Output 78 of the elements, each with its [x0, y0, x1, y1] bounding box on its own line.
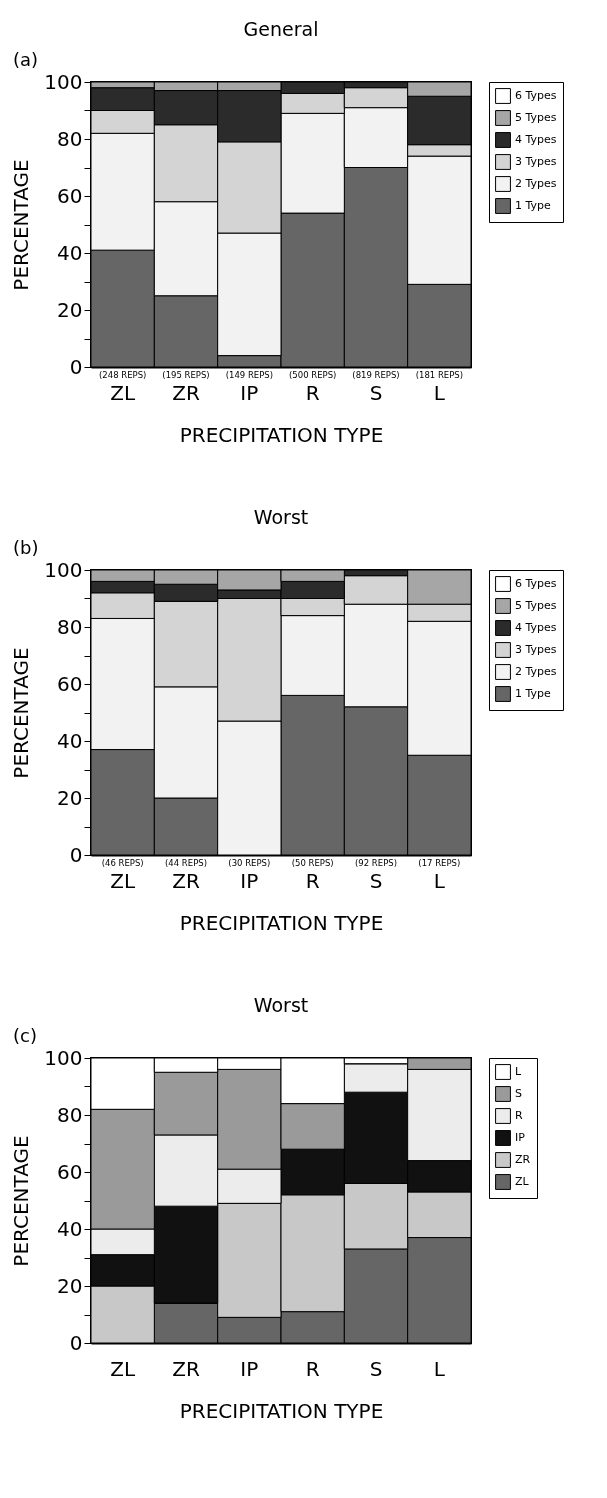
legend-label: S: [515, 1087, 522, 1100]
text: (a): [13, 49, 39, 70]
y-tick-label: 20: [57, 785, 83, 810]
annotation: (92 REPS): [355, 858, 397, 868]
y-tick-label: 0: [69, 1330, 83, 1355]
y-tick-label: 0: [69, 842, 83, 867]
y-tick-label: 100: [44, 557, 83, 582]
y-tick-label: 40: [57, 728, 83, 753]
x-tick-label: L: [433, 868, 446, 893]
x-tick-label: R: [305, 868, 320, 893]
x-axis-title: PRECIPITATION TYPE: [179, 422, 384, 447]
x-tick-label: L: [433, 380, 446, 405]
legend-label: 6 Types: [515, 89, 557, 102]
y-tick-label: 80: [57, 126, 83, 151]
y-tick-label: 40: [57, 1216, 83, 1241]
y-tick-label: 40: [57, 240, 83, 265]
legend-label: 6 Types: [515, 577, 557, 590]
x-tick-label: IP: [240, 380, 259, 405]
y-tick-label: 20: [57, 297, 83, 322]
annotation: (181 REPS): [415, 370, 464, 380]
legend-label: ZL: [515, 1175, 530, 1188]
legend-label: 4 Types: [515, 133, 557, 146]
y-tick-label: 0: [69, 354, 83, 379]
y-tick-label: 100: [44, 69, 83, 94]
legend-label: L: [515, 1065, 522, 1078]
annotation: (819 REPS): [352, 370, 400, 380]
legend-label: 2 Types: [515, 177, 557, 190]
y-axis-title: PERCENTAGE: [9, 1135, 34, 1267]
y-tick-label: 20: [57, 1273, 83, 1298]
x-axis-title: PRECIPITATION TYPE: [179, 910, 384, 935]
y-axis-title: PERCENTAGE: [9, 159, 34, 291]
legend-label: IP: [515, 1131, 526, 1144]
y-tick-label: 60: [57, 183, 83, 208]
legend-label: 3 Types: [515, 155, 557, 168]
x-tick-label: L: [433, 1356, 446, 1381]
x-tick-label: S: [369, 380, 383, 405]
x-tick-label: ZL: [110, 380, 136, 405]
x-tick-label: R: [305, 380, 320, 405]
y-tick-label: 100: [44, 1045, 83, 1070]
annotation: (195 REPS): [162, 370, 210, 380]
x-tick-label: ZL: [110, 1356, 136, 1381]
x-tick-label: IP: [240, 868, 259, 893]
y-tick-label: 80: [57, 614, 83, 639]
annotation: (44 REPS): [165, 858, 207, 868]
legend-label: ZR: [515, 1153, 531, 1166]
x-tick-label: ZR: [172, 1356, 200, 1381]
chart-title: Worst: [253, 506, 309, 528]
annotation: (500 REPS): [288, 370, 337, 380]
annotation: (248 REPS): [98, 370, 147, 380]
text: (c): [13, 1025, 37, 1046]
x-tick-label: R: [305, 1356, 320, 1381]
x-axis-title: PRECIPITATION TYPE: [179, 1398, 384, 1423]
x-tick-label: ZR: [172, 380, 200, 405]
annotation: (50 REPS): [291, 858, 334, 868]
text: (b): [13, 537, 39, 558]
legend-label: 2 Types: [515, 665, 557, 678]
legend-label: R: [515, 1109, 523, 1122]
chart-title: Worst: [253, 994, 309, 1016]
annotation: (149 REPS): [225, 370, 274, 380]
annotation: (17 REPS): [418, 858, 461, 868]
legend-label: 3 Types: [515, 643, 557, 656]
y-tick-label: 60: [57, 671, 83, 696]
x-tick-label: S: [369, 1356, 383, 1381]
legend-label: 5 Types: [515, 111, 557, 124]
x-tick-label: ZR: [172, 868, 200, 893]
y-axis-title: PERCENTAGE: [9, 647, 34, 779]
x-tick-label: ZL: [110, 868, 136, 893]
x-tick-label: IP: [240, 1356, 259, 1381]
legend-label: 1 Type: [515, 199, 551, 212]
y-tick-label: 60: [57, 1159, 83, 1184]
y-tick-label: 80: [57, 1102, 83, 1127]
chart-title: General: [243, 18, 319, 40]
x-tick-label: S: [369, 868, 383, 893]
legend-label: 4 Types: [515, 621, 557, 634]
legend-label: 5 Types: [515, 599, 557, 612]
legend-label: 1 Type: [515, 687, 551, 700]
annotation: (46 REPS): [101, 858, 144, 868]
annotation: (30 REPS): [228, 858, 271, 868]
